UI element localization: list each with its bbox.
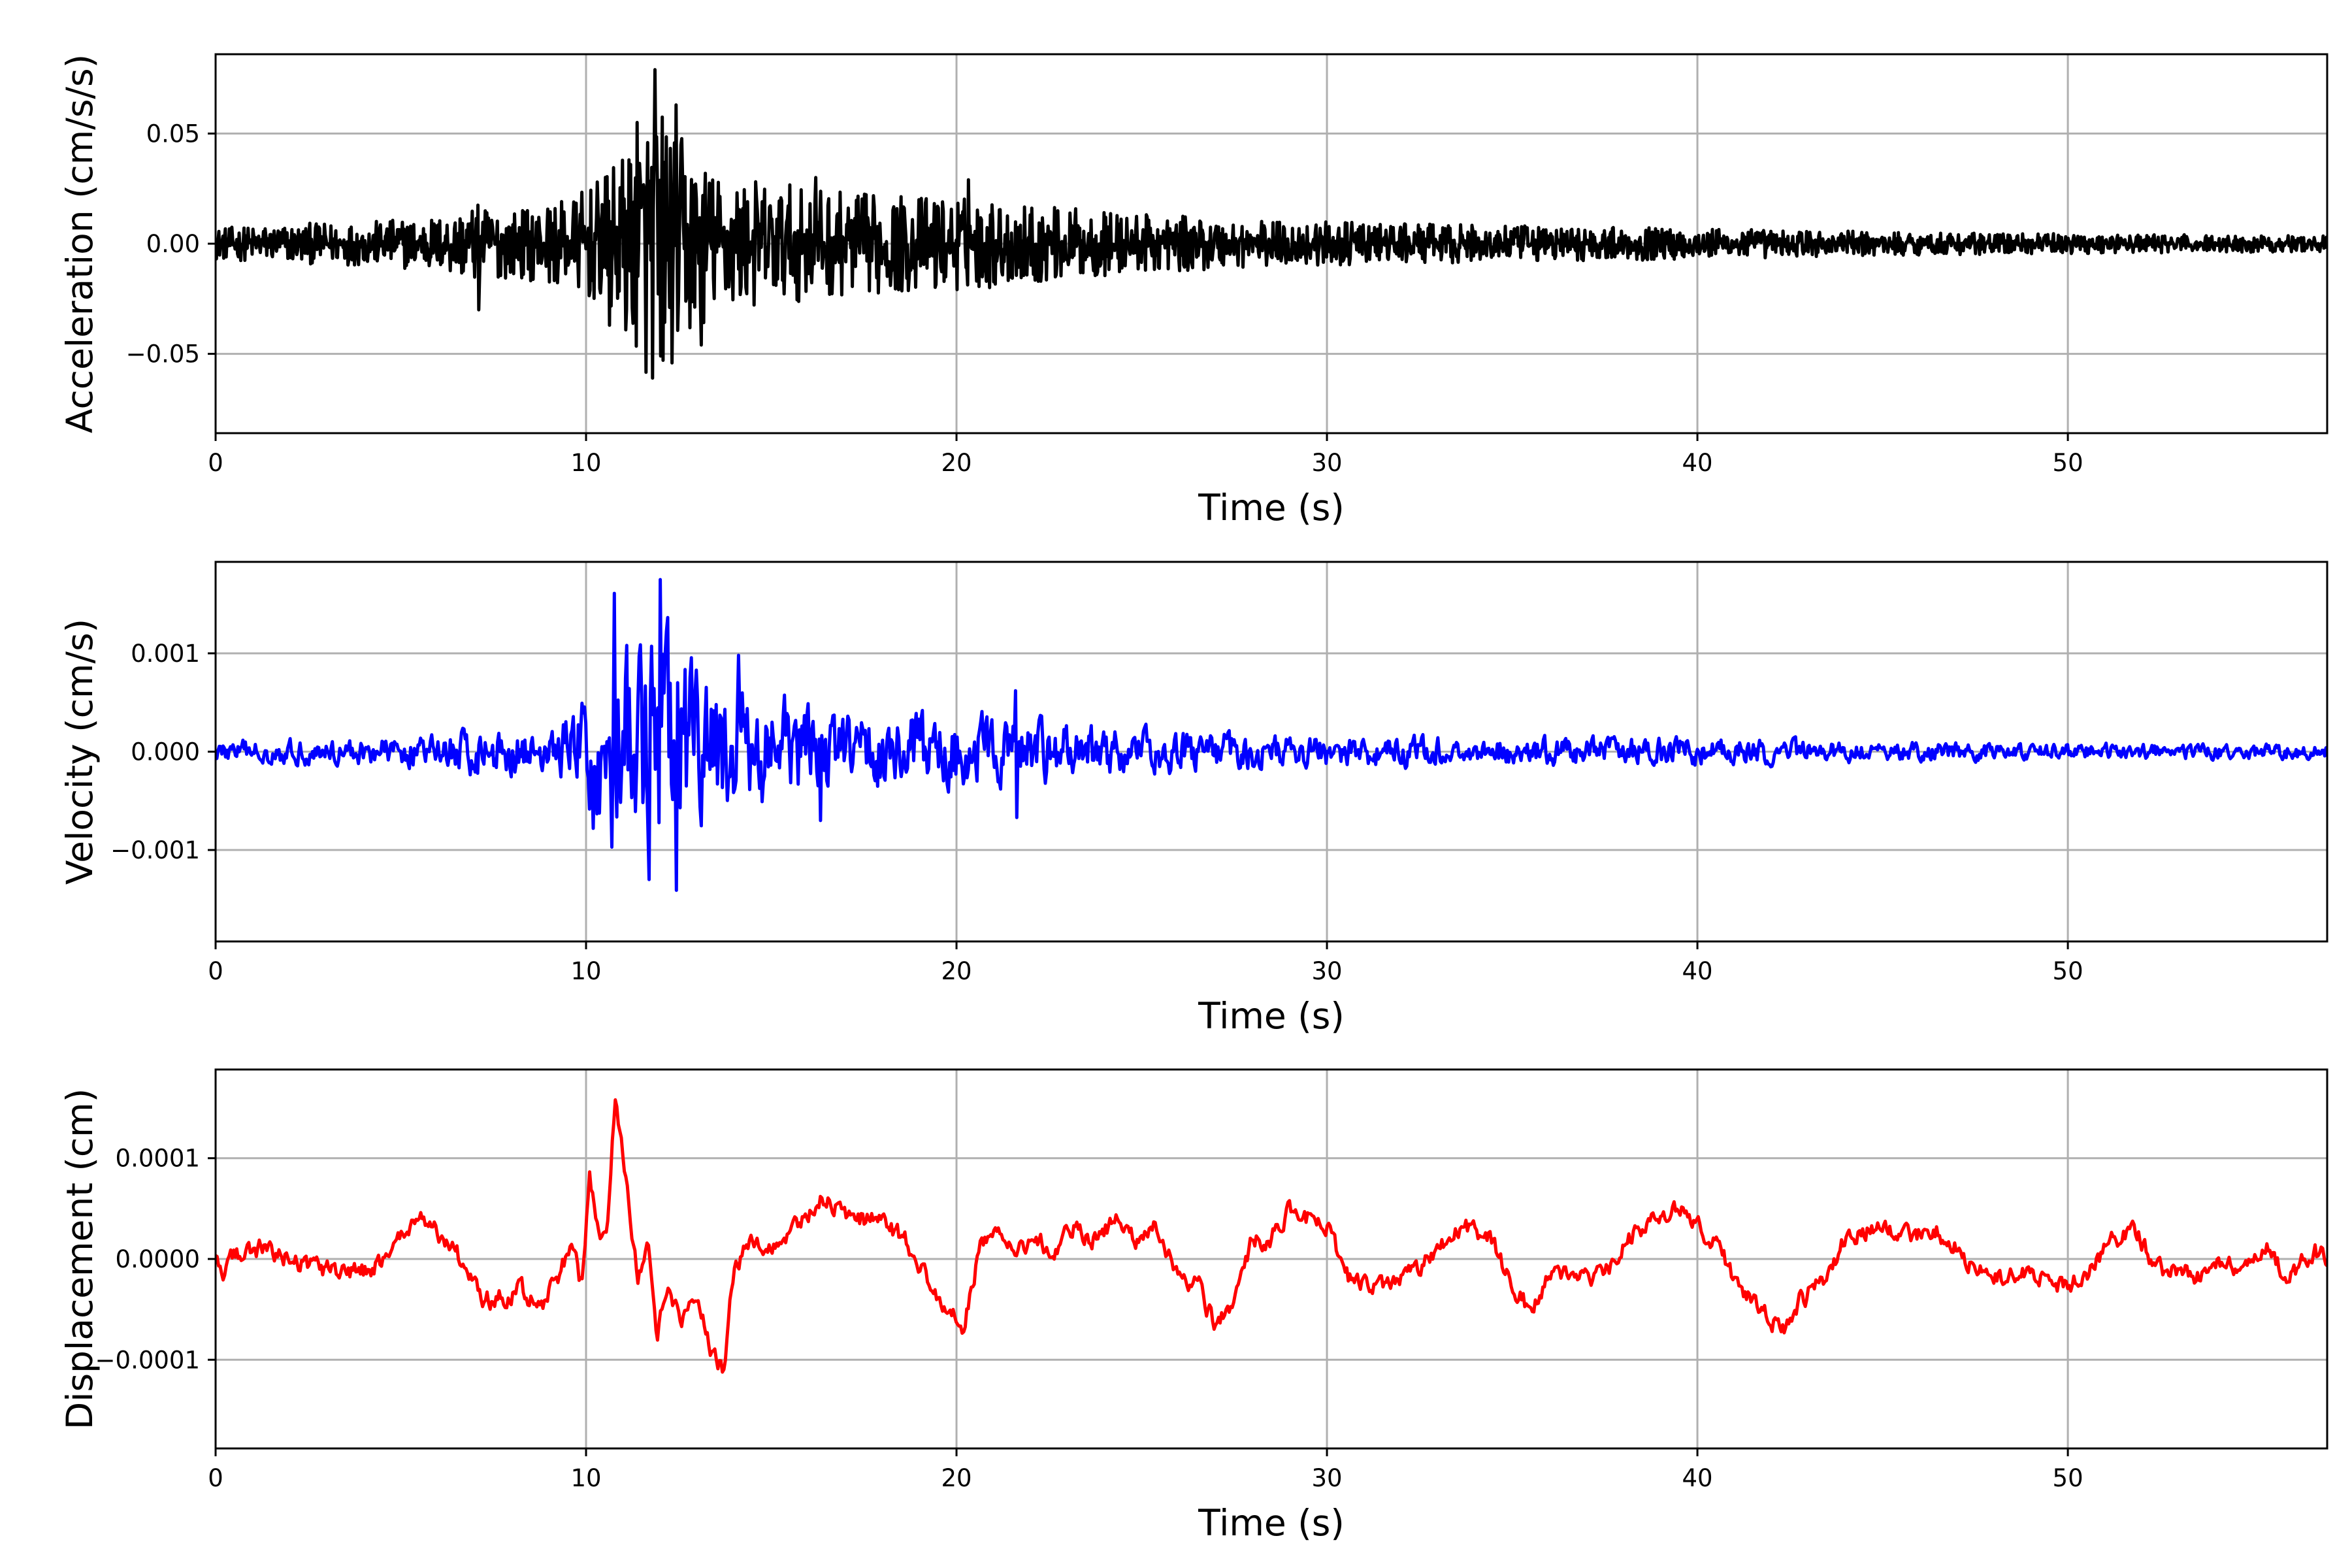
displacement-x-tick-label: 0 xyxy=(208,1464,223,1492)
acceleration-y-tick-label: −0.05 xyxy=(126,340,200,368)
displacement-y-tick-label: −0.0001 xyxy=(95,1346,200,1374)
velocity-panel: 0 10 20 30 40 50 −0.001 0.000 0.001 Time (s) Veloc… xyxy=(59,561,2328,1037)
velocity-x-tick-label: 0 xyxy=(208,957,223,985)
acceleration-x-tick-label: 40 xyxy=(1682,449,1713,477)
velocity-y-tick-label: 0.000 xyxy=(131,738,200,766)
acceleration-x-axis-label: Time (s) xyxy=(1198,487,1345,529)
velocity-series-line xyxy=(216,578,2327,892)
velocity-x-tick-label: 30 xyxy=(1312,957,1343,985)
displacement-y-axis-label: Displacement (cm) xyxy=(59,1088,101,1429)
displacement-x-tick-label: 10 xyxy=(570,1464,601,1492)
displacement-y-tick-label: 0.0001 xyxy=(116,1145,200,1173)
acceleration-x-tick-label: 10 xyxy=(570,449,601,477)
acceleration-y-tick-label: 0.05 xyxy=(146,120,200,148)
displacement-x-tick-label: 20 xyxy=(941,1464,972,1492)
acceleration-x-tick-label: 50 xyxy=(2053,449,2083,477)
displacement-panel: 0 10 20 30 40 50 −0.0001 0.0000 0.0001 Time (s) Di… xyxy=(59,1068,2328,1544)
acceleration-series-line xyxy=(216,68,2327,380)
velocity-x-tick-label: 50 xyxy=(2053,957,2083,985)
velocity-x-tick-label: 20 xyxy=(941,957,972,985)
velocity-y-tick-label: −0.001 xyxy=(110,836,200,864)
velocity-y-tick-label: 0.001 xyxy=(131,640,200,668)
acceleration-x-tick-label: 30 xyxy=(1312,449,1343,477)
displacement-y-tick-label: 0.0000 xyxy=(116,1245,200,1273)
displacement-series-line xyxy=(216,1098,2327,1374)
displacement-x-axis-label: Time (s) xyxy=(1198,1502,1345,1544)
displacement-x-tick-label: 50 xyxy=(2053,1464,2083,1492)
acceleration-y-axis-label: Acceleration (cm/s/s) xyxy=(59,54,101,433)
velocity-y-axis-label: Velocity (cm/s) xyxy=(59,619,101,885)
displacement-x-tick-label: 30 xyxy=(1312,1464,1343,1492)
velocity-x-axis-label: Time (s) xyxy=(1198,995,1345,1037)
velocity-x-tick-label: 10 xyxy=(570,957,601,985)
acceleration-y-tick-label: 0.00 xyxy=(146,230,200,258)
acceleration-panel: 0 10 20 30 40 50 −0.05 0.00 0.05 Time (s) Accelera… xyxy=(59,53,2328,529)
velocity-x-tick-label: 40 xyxy=(1682,957,1713,985)
displacement-x-tick-label: 40 xyxy=(1682,1464,1713,1492)
acceleration-x-tick-label: 0 xyxy=(208,449,223,477)
acceleration-x-tick-label: 20 xyxy=(941,449,972,477)
